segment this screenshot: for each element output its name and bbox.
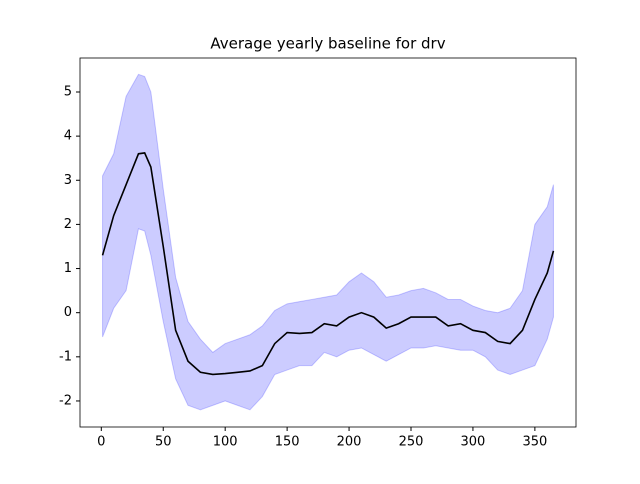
- x-tick-label: 200: [337, 435, 362, 450]
- x-tick-label: 300: [461, 435, 486, 450]
- x-tick-label: 0: [97, 435, 105, 450]
- chart-title: Average yearly baseline for drv: [210, 35, 445, 53]
- y-tick-label: 4: [64, 129, 72, 144]
- y-tick-label: 0: [64, 305, 72, 320]
- x-tick-label: 250: [399, 435, 424, 450]
- y-tick-label: 2: [64, 217, 72, 232]
- plot-frame: [79, 57, 577, 428]
- y-tick-label: 5: [64, 84, 72, 99]
- x-tick-label: 350: [522, 435, 547, 450]
- x-tick-label: 150: [275, 435, 300, 450]
- y-tick-label: 1: [64, 261, 72, 276]
- y-tick-label: -1: [59, 349, 72, 364]
- mean-line: [101, 152, 555, 376]
- y-tick-label: 3: [64, 173, 72, 188]
- confidence-band: [102, 73, 554, 411]
- x-tick-label: 100: [213, 435, 238, 450]
- y-tick-label: -2: [59, 393, 72, 408]
- x-tick-label: 50: [155, 435, 172, 450]
